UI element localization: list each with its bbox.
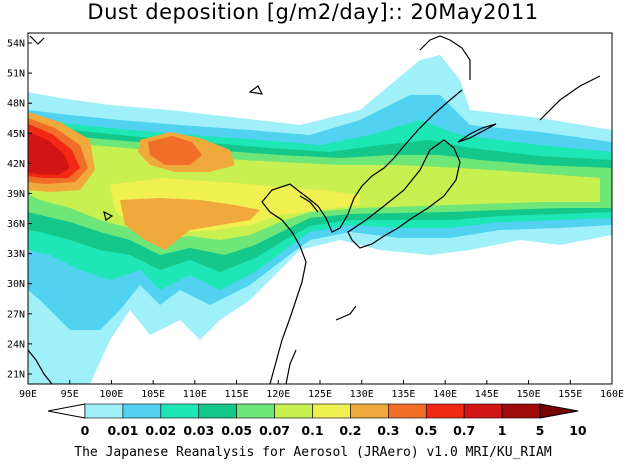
- colorbar: 0 0.01 0.02 0.03 0.05 0.07 0.1 0.2 0.3 0.5 0.7 1 5 10: [47, 403, 587, 438]
- lat-tick-label: 54N: [7, 39, 25, 50]
- colorbar-swatch: [425, 403, 465, 419]
- map-title: Dust deposition [g/m2/day]:: 20May2011: [87, 0, 539, 24]
- lon-tick-label: 125E: [308, 389, 332, 400]
- colorbar-label: 0.2: [339, 423, 361, 438]
- colorbar-swatch: [122, 403, 162, 419]
- colorbar-swatch: [312, 403, 351, 419]
- contour-1-west: [28, 132, 70, 175]
- colorbar-label: 10: [569, 423, 587, 438]
- lat-tick-label: 30N: [7, 279, 25, 290]
- colorbar-label: 0.02: [145, 423, 176, 438]
- lon-tick-label: 150E: [517, 389, 541, 400]
- colorbar-right-arrow: [539, 403, 579, 419]
- latitude-tick-labels: 54N 51N 48N 45N 42N 39N 36N 33N 30N 27N 24N 21N: [7, 39, 32, 380]
- colorbar-swatch: [501, 403, 541, 419]
- plot-area: [27, 32, 613, 385]
- lon-tick-label: 155E: [558, 389, 582, 400]
- colorbar-swatch: [463, 403, 503, 419]
- lon-tick-label: 130E: [350, 389, 374, 400]
- lon-tick-label: 90E: [19, 389, 37, 400]
- lat-tick-label: 21N: [7, 369, 25, 380]
- lon-tick-label: 110E: [183, 389, 207, 400]
- colorbar-swatch: [274, 403, 313, 419]
- colorbar-label: 1: [498, 423, 507, 438]
- colorbar-swatch: [388, 403, 427, 419]
- contour-0.3: [120, 198, 260, 250]
- lon-tick-label: 95E: [61, 389, 79, 400]
- colorbar-label: 0.03: [183, 423, 214, 438]
- lat-tick-label: 51N: [7, 69, 25, 80]
- colorbar-left-arrow: [47, 403, 86, 419]
- colorbar-swatch: [84, 403, 124, 419]
- colorbar-label: 0: [81, 423, 90, 438]
- lat-tick-label: 45N: [7, 129, 25, 140]
- contour-0.5-north: [148, 136, 202, 165]
- lat-tick-label: 36N: [7, 219, 25, 230]
- colorbar-label: 0.01: [107, 423, 138, 438]
- colorbar-label: 0.7: [453, 423, 475, 438]
- colorbar-label: 0.07: [259, 423, 290, 438]
- lat-tick-label: 48N: [7, 99, 25, 110]
- colorbar-swatch: [160, 403, 200, 419]
- longitude-tick-labels: 90E 95E 100E 105E 110E 115E 120E 125E 130E 135E 14…: [19, 380, 624, 400]
- lon-tick-label: 115E: [225, 389, 249, 400]
- colorbar-swatch: [198, 403, 237, 419]
- colorbar-label: 5: [536, 423, 545, 438]
- lon-tick-label: 135E: [391, 389, 415, 400]
- colorbar-label: 0.1: [301, 423, 323, 438]
- footer-credit: The Japanese Reanalysis for Aerosol (JRA…: [74, 445, 552, 460]
- colorbar-swatch: [350, 403, 389, 419]
- lon-tick-label: 100E: [99, 389, 123, 400]
- lon-tick-label: 120E: [266, 389, 290, 400]
- colorbar-label: 0.05: [221, 423, 252, 438]
- dust-contour-layers: [28, 55, 612, 384]
- lat-tick-label: 42N: [7, 159, 25, 170]
- lon-tick-label: 140E: [433, 389, 457, 400]
- lat-tick-label: 24N: [7, 339, 25, 350]
- colorbar-label: 0.5: [415, 423, 437, 438]
- lat-tick-label: 33N: [7, 249, 25, 260]
- coastlines: [27, 35, 601, 385]
- lat-tick-label: 27N: [7, 309, 25, 320]
- lon-tick-label: 145E: [475, 389, 499, 400]
- lat-tick-label: 39N: [7, 189, 25, 200]
- lon-tick-label: 105E: [141, 389, 165, 400]
- colorbar-swatch: [236, 403, 275, 419]
- lon-tick-label: 160E: [600, 389, 624, 400]
- colorbar-label: 0.3: [377, 423, 399, 438]
